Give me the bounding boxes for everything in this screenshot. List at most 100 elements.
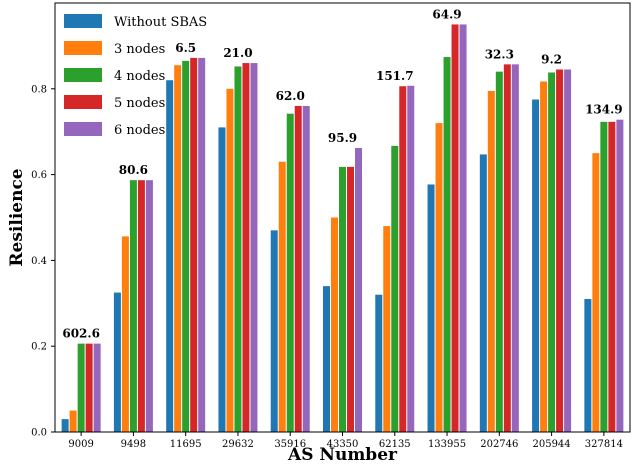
bar-62135-series-2 bbox=[391, 145, 399, 432]
bar-group-annotation: 21.0 bbox=[223, 46, 252, 60]
y-tick-label: 0.4 bbox=[31, 256, 47, 267]
bar-29632-series-4 bbox=[250, 63, 258, 433]
bar-group-annotation: 62.0 bbox=[276, 89, 305, 103]
x-tick-label: 327814 bbox=[585, 439, 623, 450]
bar-205944-series-4 bbox=[564, 69, 572, 433]
bar-11695-series-4 bbox=[198, 57, 206, 433]
legend-swatch-0 bbox=[64, 14, 102, 28]
x-tick-label: 35916 bbox=[274, 439, 306, 450]
bar-29632-series-3 bbox=[242, 63, 250, 433]
legend: Without SBAS 3 nodes 4 nodes 5 nodes 6 nodes bbox=[64, 14, 207, 138]
bar-133955-series-1 bbox=[435, 123, 443, 433]
bar-35916-series-4 bbox=[302, 105, 310, 433]
bar-9009-series-3 bbox=[85, 343, 93, 432]
bar-35916-series-0 bbox=[270, 230, 278, 432]
bar-43350-series-3 bbox=[347, 166, 354, 433]
bar-327814-series-0 bbox=[584, 299, 592, 432]
y-tick-label: 0.0 bbox=[31, 428, 47, 439]
bar-group-annotation: 32.3 bbox=[485, 47, 514, 61]
bar-group-annotation: 9.2 bbox=[541, 52, 562, 66]
bars-layer bbox=[61, 24, 624, 433]
bar-11695-series-2 bbox=[182, 60, 190, 432]
bar-327814-series-1 bbox=[592, 153, 600, 432]
bar-29632-series-2 bbox=[234, 66, 242, 432]
y-axis-title: Resilience bbox=[7, 168, 27, 266]
bar-9498-series-3 bbox=[137, 180, 145, 432]
bar-group-annotation: 134.9 bbox=[585, 103, 623, 117]
bar-43350-series-1 bbox=[331, 217, 338, 432]
x-tick-label: 9498 bbox=[121, 439, 146, 450]
annotations-layer: 602.6 80.6 6.5 21.0 62.0 95.9 151.7 64.9 32.3 9.2… bbox=[62, 7, 622, 340]
bar-205944-series-0 bbox=[532, 99, 540, 433]
bar-9009-series-0 bbox=[61, 419, 69, 432]
y-tick-label: 0.8 bbox=[31, 84, 47, 95]
x-tick-label: 205944 bbox=[532, 439, 570, 450]
bar-group-annotation: 80.6 bbox=[119, 163, 148, 177]
legend-label-3: 5 nodes bbox=[114, 96, 165, 111]
bar-group-annotation: 151.7 bbox=[376, 69, 414, 83]
bar-group-annotation: 6.5 bbox=[175, 41, 196, 55]
bar-9498-series-2 bbox=[129, 180, 137, 432]
x-tick-label: 29632 bbox=[222, 439, 254, 450]
bar-202746-series-1 bbox=[487, 90, 495, 432]
bar-group-annotation: 602.6 bbox=[62, 327, 100, 341]
bar-35916-series-2 bbox=[286, 113, 294, 432]
bar-62135-series-0 bbox=[375, 294, 383, 432]
bar-11695-series-0 bbox=[166, 80, 174, 432]
bar-11695-series-3 bbox=[190, 57, 198, 433]
bar-133955-series-0 bbox=[427, 184, 435, 432]
bar-202746-series-0 bbox=[479, 154, 487, 432]
bar-9498-series-0 bbox=[113, 292, 121, 432]
legend-swatch-3 bbox=[64, 95, 102, 109]
bar-35916-series-1 bbox=[278, 161, 286, 433]
x-tick-label: 43350 bbox=[327, 439, 359, 450]
bar-43350-series-4 bbox=[355, 148, 362, 432]
x-axis-title: AS Number bbox=[287, 445, 398, 465]
legend-label-2: 4 nodes bbox=[114, 69, 165, 84]
x-tick-label: 62135 bbox=[379, 439, 411, 450]
bar-202746-series-2 bbox=[495, 71, 503, 432]
legend-swatch-4 bbox=[64, 122, 102, 136]
bar-group-annotation: 95.9 bbox=[328, 131, 357, 145]
bar-202746-series-3 bbox=[503, 64, 511, 433]
bar-327814-series-2 bbox=[600, 121, 608, 432]
bar-327814-series-3 bbox=[608, 121, 616, 432]
bar-133955-series-3 bbox=[451, 24, 459, 432]
bar-43350-series-0 bbox=[323, 286, 330, 432]
bar-9498-series-4 bbox=[145, 180, 153, 432]
bar-62135-series-3 bbox=[399, 86, 407, 432]
legend-label-1: 3 nodes bbox=[114, 42, 165, 57]
bar-9009-series-4 bbox=[93, 343, 101, 432]
legend-label-4: 6 nodes bbox=[114, 123, 165, 138]
y-tick-label: 0.2 bbox=[31, 342, 47, 353]
y-axis: 0.0 0.2 0.4 0.6 0.8 bbox=[31, 84, 55, 439]
bar-9498-series-1 bbox=[121, 236, 129, 432]
bar-29632-series-1 bbox=[226, 88, 234, 433]
x-tick-label: 133955 bbox=[428, 439, 466, 450]
bar-9009-series-2 bbox=[77, 343, 85, 432]
bar-62135-series-4 bbox=[407, 85, 415, 432]
bar-327814-series-4 bbox=[616, 119, 624, 433]
bar-11695-series-1 bbox=[174, 65, 182, 432]
bar-43350-series-2 bbox=[339, 166, 346, 433]
legend-label-0: Without SBAS bbox=[114, 15, 207, 30]
x-tick-label: 9009 bbox=[68, 439, 93, 450]
bar-133955-series-2 bbox=[443, 57, 451, 432]
y-tick-label: 0.6 bbox=[31, 170, 47, 181]
bar-133955-series-4 bbox=[459, 24, 467, 432]
bar-35916-series-3 bbox=[294, 105, 302, 433]
x-axis: 9009 9498 11695 29632 35916 43350 62135 133955 2… bbox=[68, 432, 623, 450]
bar-29632-series-0 bbox=[218, 127, 226, 432]
bar-62135-series-1 bbox=[383, 226, 391, 432]
bar-9009-series-1 bbox=[69, 410, 77, 432]
legend-swatch-2 bbox=[64, 68, 102, 82]
x-tick-label: 11695 bbox=[170, 439, 202, 450]
x-tick-label: 202746 bbox=[480, 439, 518, 450]
bar-202746-series-4 bbox=[511, 64, 519, 433]
bar-205944-series-1 bbox=[540, 81, 548, 432]
bar-205944-series-3 bbox=[556, 69, 564, 433]
bar-group-annotation: 64.9 bbox=[432, 7, 461, 21]
bar-205944-series-2 bbox=[548, 72, 556, 433]
legend-swatch-1 bbox=[64, 41, 102, 55]
